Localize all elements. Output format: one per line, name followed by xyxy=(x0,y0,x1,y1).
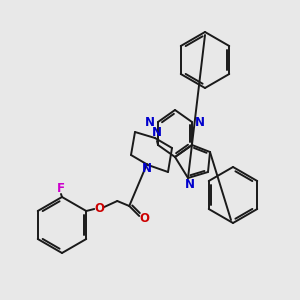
Text: N: N xyxy=(152,127,162,140)
Text: F: F xyxy=(57,182,65,196)
Text: N: N xyxy=(185,178,195,190)
Text: O: O xyxy=(94,202,104,215)
Text: N: N xyxy=(145,116,155,128)
Text: N: N xyxy=(142,163,152,176)
Text: O: O xyxy=(139,212,149,224)
Text: N: N xyxy=(195,116,205,128)
